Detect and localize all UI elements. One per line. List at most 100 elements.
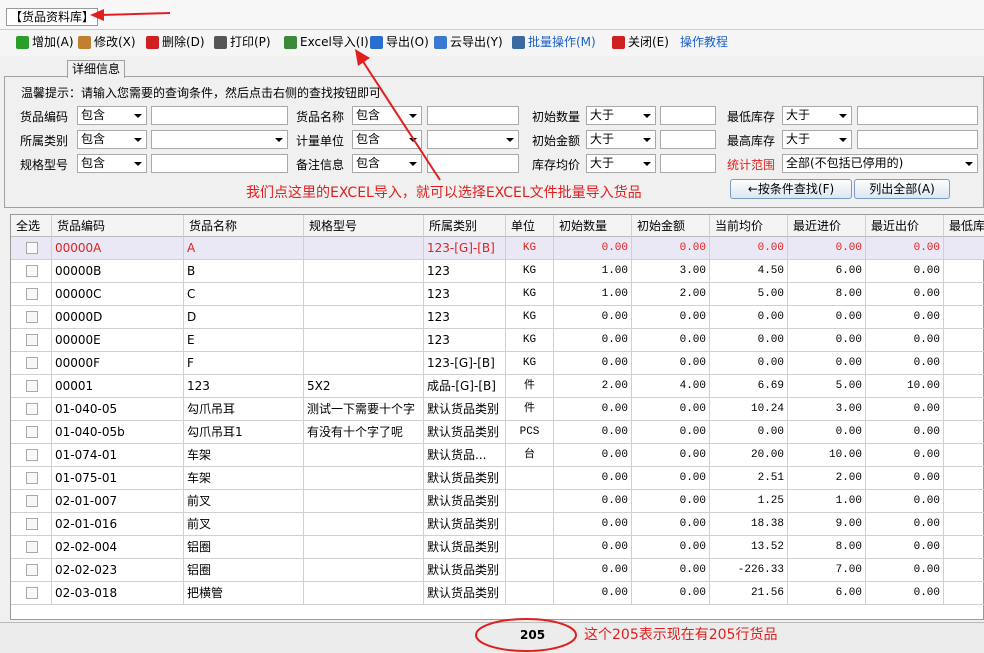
row-checkbox[interactable]: [26, 449, 38, 461]
cell[interactable]: [304, 352, 424, 375]
cell[interactable]: 测试一下需要十个字: [304, 398, 424, 421]
cell[interactable]: 铝圈: [184, 559, 304, 582]
cell[interactable]: 1.00: [554, 283, 632, 306]
cell[interactable]: C: [184, 283, 304, 306]
cell[interactable]: 0.00: [632, 352, 710, 375]
cell[interactable]: 01-074-01: [52, 444, 184, 467]
filter-operator[interactable]: 大于: [782, 106, 852, 125]
cell[interactable]: [304, 237, 424, 260]
cell[interactable]: 123-[G]-[B]: [424, 352, 506, 375]
cell[interactable]: 0.00: [866, 490, 944, 513]
cell[interactable]: 2.00: [632, 283, 710, 306]
cell[interactable]: 4.00: [632, 375, 710, 398]
cell[interactable]: 0.00: [554, 582, 632, 605]
cell[interactable]: 0.00: [632, 329, 710, 352]
cell[interactable]: 0.00: [866, 283, 944, 306]
column-header[interactable]: 规格型号: [304, 215, 424, 237]
cell[interactable]: 0.00: [788, 329, 866, 352]
cell[interactable]: 默认货品类别: [424, 513, 506, 536]
column-header[interactable]: 初始金额: [632, 215, 710, 237]
cell[interactable]: 0.00: [866, 260, 944, 283]
cell[interactable]: KG: [506, 329, 554, 352]
cell[interactable]: 0.00: [866, 582, 944, 605]
cell[interactable]: 0.00: [710, 421, 788, 444]
cell[interactable]: 默认货品类别: [424, 582, 506, 605]
filter-operator[interactable]: 包含: [352, 154, 422, 173]
cell[interactable]: [304, 306, 424, 329]
column-header[interactable]: 最低库: [944, 215, 984, 237]
cell[interactable]: B: [184, 260, 304, 283]
cell[interactable]: 0.00: [866, 513, 944, 536]
cell[interactable]: 0.00: [866, 237, 944, 260]
filter-input[interactable]: [427, 154, 519, 173]
column-header[interactable]: 最近出价: [866, 215, 944, 237]
row-checkbox[interactable]: [26, 541, 38, 553]
cell[interactable]: 6.00: [788, 260, 866, 283]
cell[interactable]: 0.00: [788, 352, 866, 375]
cell[interactable]: 车架: [184, 467, 304, 490]
cell[interactable]: 00000F: [52, 352, 184, 375]
cell[interactable]: 01-040-05: [52, 398, 184, 421]
cell[interactable]: [506, 559, 554, 582]
cell[interactable]: 10.24: [710, 398, 788, 421]
cell[interactable]: 0.00: [788, 237, 866, 260]
toolbar-button[interactable]: 导出(O): [386, 35, 429, 49]
cell[interactable]: 1.00: [554, 260, 632, 283]
row-checkbox[interactable]: [26, 288, 38, 300]
filter-operator[interactable]: 大于: [586, 154, 656, 173]
cell[interactable]: 123: [184, 375, 304, 398]
cell[interactable]: 0.00: [632, 237, 710, 260]
cell[interactable]: 2.00: [554, 375, 632, 398]
cell[interactable]: 默认货品类别: [424, 467, 506, 490]
cell[interactable]: 0.00: [554, 559, 632, 582]
filter-select[interactable]: 全部(不包括已停用的): [782, 154, 978, 173]
cell[interactable]: [506, 582, 554, 605]
cell[interactable]: 0.00: [866, 352, 944, 375]
filter-operator[interactable]: 大于: [586, 130, 656, 149]
column-header[interactable]: 所属类别: [424, 215, 506, 237]
cell[interactable]: 0.00: [554, 306, 632, 329]
cell[interactable]: [304, 260, 424, 283]
cell[interactable]: 00000A: [52, 237, 184, 260]
cell[interactable]: 02-03-018: [52, 582, 184, 605]
row-checkbox[interactable]: [26, 357, 38, 369]
cell[interactable]: 前叉: [184, 513, 304, 536]
cell[interactable]: 0.00: [554, 398, 632, 421]
filter-input[interactable]: [151, 130, 288, 149]
row-checkbox[interactable]: [26, 242, 38, 254]
cell[interactable]: 123: [424, 283, 506, 306]
row-checkbox[interactable]: [26, 311, 38, 323]
cell[interactable]: 台: [506, 444, 554, 467]
cell[interactable]: 02-01-007: [52, 490, 184, 513]
cell[interactable]: 0.00: [554, 513, 632, 536]
filter-input[interactable]: [151, 106, 288, 125]
cell[interactable]: [304, 513, 424, 536]
filter-input[interactable]: [427, 106, 519, 125]
filter-input[interactable]: [151, 154, 288, 173]
cell[interactable]: 7.00: [788, 559, 866, 582]
cell[interactable]: KG: [506, 352, 554, 375]
cell[interactable]: 件: [506, 375, 554, 398]
row-checkbox[interactable]: [26, 265, 38, 277]
cell[interactable]: 0.00: [554, 421, 632, 444]
toolbar-button[interactable]: 操作教程: [680, 35, 729, 49]
cell[interactable]: [506, 536, 554, 559]
cell[interactable]: KG: [506, 306, 554, 329]
cell[interactable]: PCS: [506, 421, 554, 444]
row-checkbox[interactable]: [26, 495, 38, 507]
cell[interactable]: 默认货品类别: [424, 398, 506, 421]
cell[interactable]: 0.00: [554, 467, 632, 490]
cell[interactable]: 1.00: [788, 490, 866, 513]
cell[interactable]: [506, 513, 554, 536]
tab[interactable]: 详细信息: [67, 60, 125, 78]
cell[interactable]: 0.00: [866, 421, 944, 444]
cell[interactable]: 0.00: [788, 421, 866, 444]
filter-operator[interactable]: 包含: [77, 130, 147, 149]
row-checkbox[interactable]: [26, 564, 38, 576]
cell[interactable]: 0.00: [554, 352, 632, 375]
column-header[interactable]: 初始数量: [554, 215, 632, 237]
cell[interactable]: 2.00: [788, 467, 866, 490]
cell[interactable]: 5X2: [304, 375, 424, 398]
row-checkbox[interactable]: [26, 334, 38, 346]
cell[interactable]: 20.00: [710, 444, 788, 467]
